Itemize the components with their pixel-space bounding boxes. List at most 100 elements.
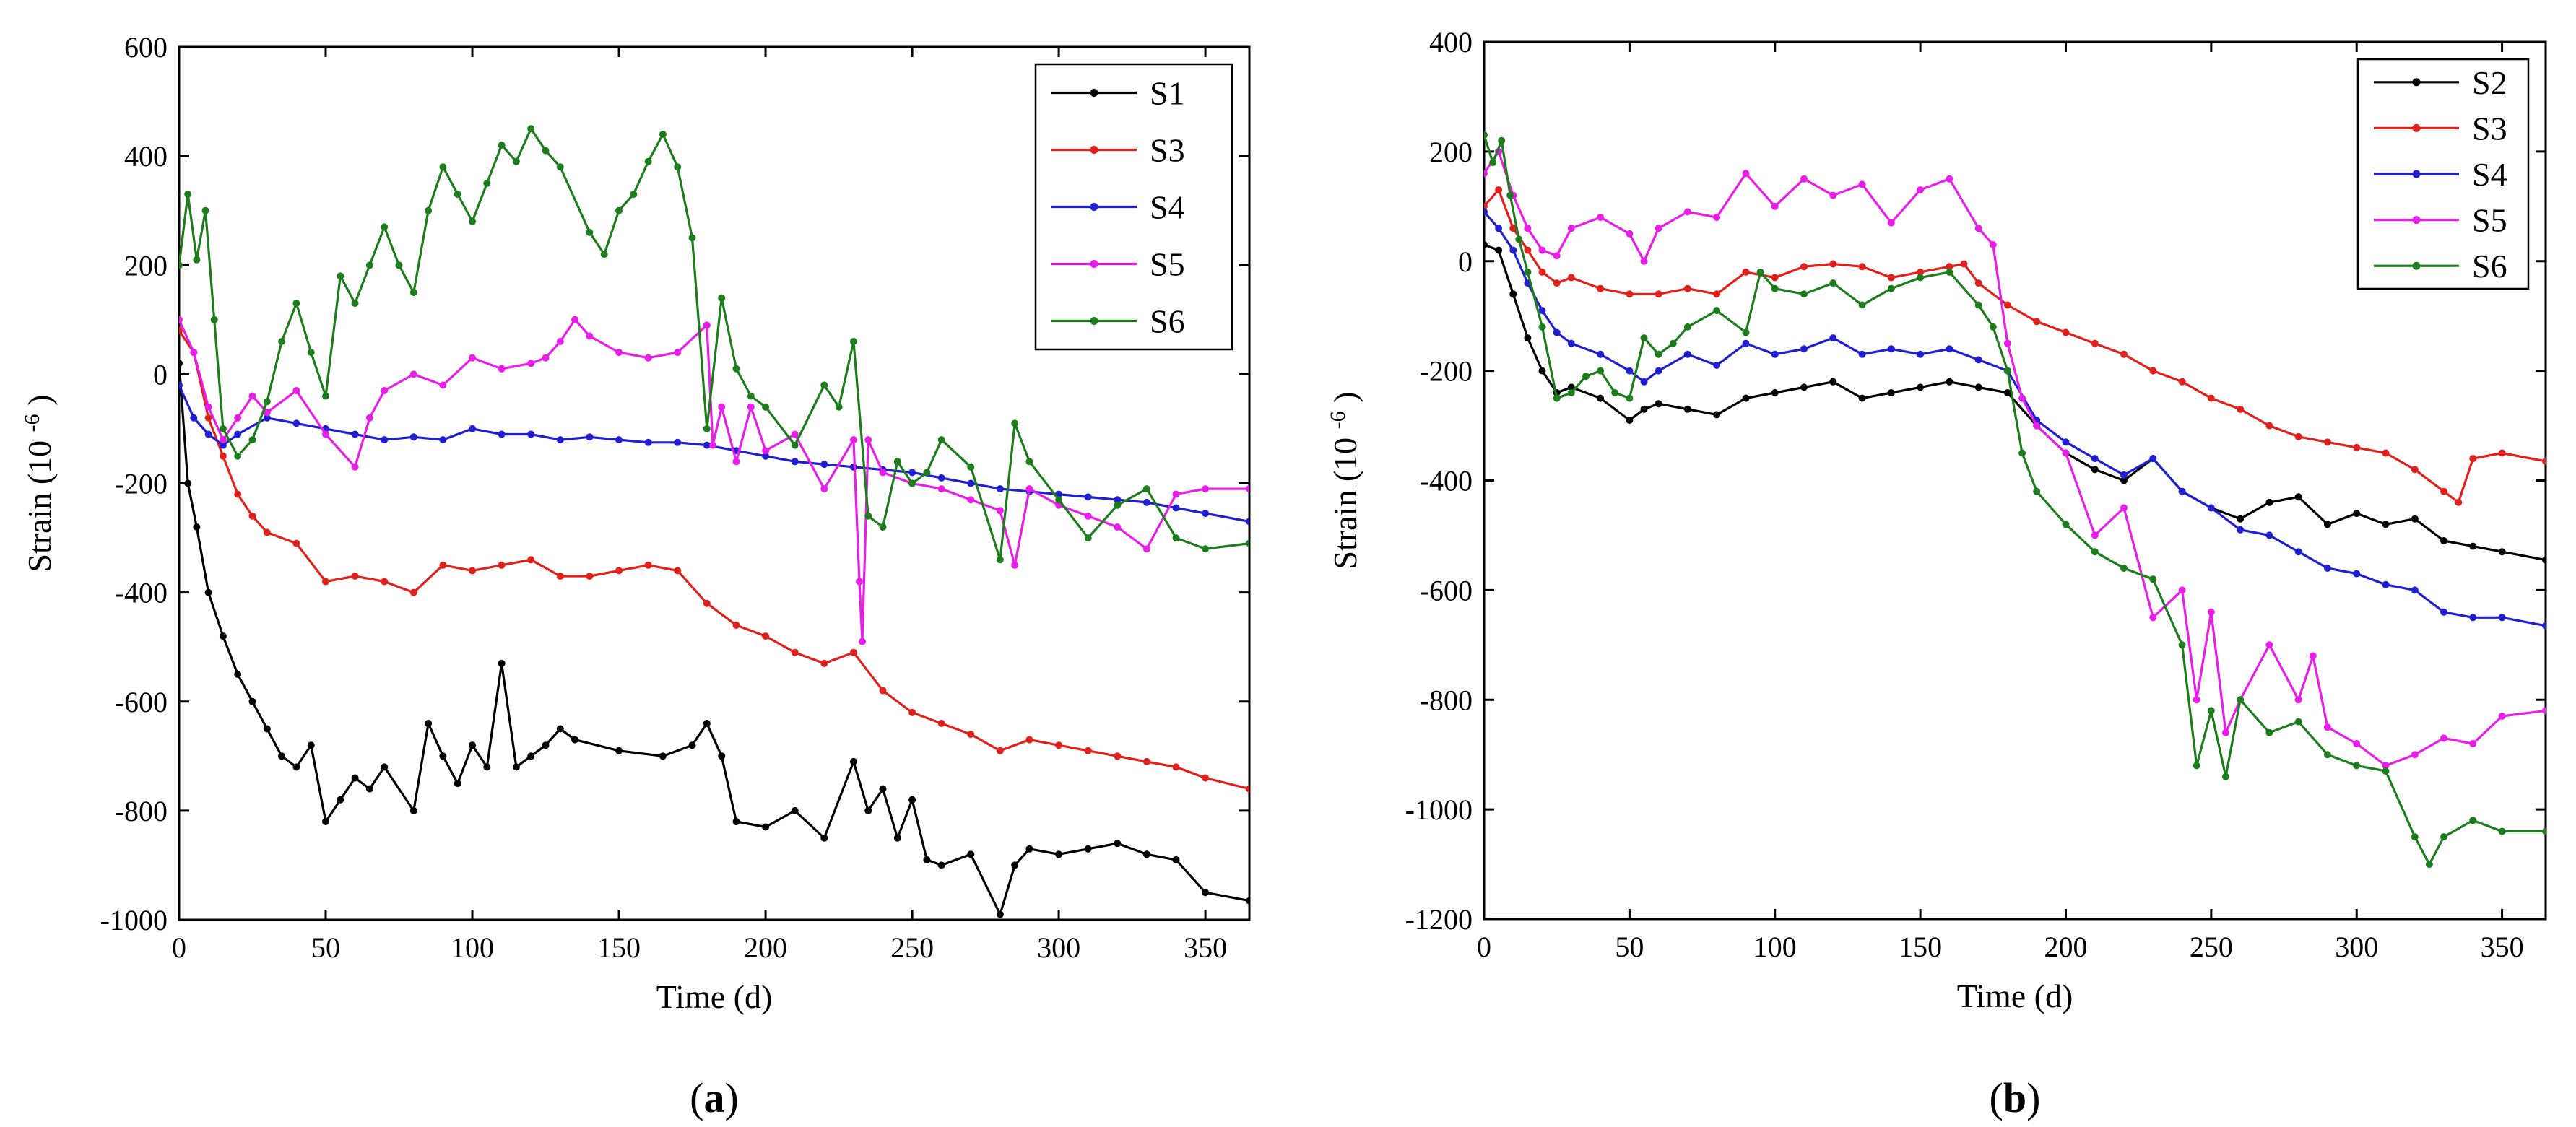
series-s5 <box>179 316 1249 645</box>
data-point-s6 <box>1887 284 1895 292</box>
data-point-s6 <box>2091 548 2099 556</box>
data-point-s3 <box>527 556 535 564</box>
data-point-s5 <box>1887 219 1895 227</box>
data-point-s4 <box>2469 614 2477 622</box>
panel-caption-letter: b <box>2003 1074 2026 1121</box>
y-tick-label: -600 <box>115 686 168 718</box>
data-point-s4 <box>1495 225 1503 232</box>
data-point-s6 <box>2265 728 2273 736</box>
data-point-s3 <box>1055 741 1063 749</box>
data-point-s5 <box>2033 422 2041 430</box>
data-point-s4 <box>1142 498 1150 506</box>
data-point-s5 <box>1917 186 1925 193</box>
legend-marker-s4 <box>1090 203 1098 211</box>
data-point-s5 <box>1538 246 1546 254</box>
data-point-s3 <box>1509 225 1517 232</box>
data-point-s5 <box>674 349 682 357</box>
data-point-s5 <box>1655 225 1662 232</box>
y-tick-label: -800 <box>115 795 168 827</box>
data-point-s3 <box>2440 487 2447 495</box>
data-point-s1 <box>1246 897 1249 905</box>
data-point-s4 <box>2149 455 2157 463</box>
data-point-s4 <box>2120 471 2128 479</box>
data-point-s5 <box>879 469 887 477</box>
data-point-s6 <box>1538 323 1546 331</box>
data-point-s5 <box>1742 170 1750 178</box>
series-group <box>1484 131 2546 869</box>
data-point-s4 <box>292 419 300 427</box>
data-point-s1 <box>234 671 242 678</box>
data-point-s2 <box>1946 378 1953 386</box>
data-point-s3 <box>2207 394 2215 402</box>
data-point-s6 <box>234 452 242 460</box>
data-point-s4 <box>409 433 417 441</box>
data-point-s2 <box>2440 537 2447 544</box>
data-point-s5 <box>1829 191 1837 199</box>
data-point-s5 <box>2469 740 2477 747</box>
data-point-s5 <box>996 507 1004 515</box>
data-point-s6 <box>1506 191 1514 199</box>
data-point-s5 <box>1084 512 1092 520</box>
data-point-s4 <box>644 438 652 446</box>
data-point-s3 <box>2455 498 2463 506</box>
data-point-s3 <box>615 567 623 575</box>
data-point-s5 <box>2178 586 2186 594</box>
data-point-s6 <box>365 261 373 269</box>
data-point-s2 <box>1713 411 1721 419</box>
legend-label-s3: S3 <box>2472 110 2507 147</box>
data-point-s5 <box>762 447 770 455</box>
x-tick-label: 200 <box>744 931 787 964</box>
data-point-s5 <box>1011 561 1019 569</box>
data-point-s5 <box>190 349 198 357</box>
legend: S2 S3 S4 S5 S6 <box>2356 58 2530 290</box>
data-point-s4 <box>908 469 916 477</box>
data-point-s3 <box>2062 328 2070 336</box>
data-point-s1 <box>1011 861 1019 869</box>
data-point-s6 <box>248 436 256 444</box>
y-tick-label: -200 <box>1420 355 1473 388</box>
data-point-s6 <box>820 381 828 389</box>
y-tick-label: -1000 <box>1405 793 1473 826</box>
data-point-s2 <box>1887 389 1895 396</box>
data-point-s3 <box>179 326 183 334</box>
data-point-s4 <box>1567 339 1575 347</box>
data-point-s4 <box>1771 350 1779 358</box>
data-point-s4 <box>1538 307 1546 315</box>
x-tick-label: 300 <box>2335 931 2378 963</box>
data-point-s6 <box>263 398 271 406</box>
data-point-s1 <box>615 747 623 754</box>
y-axis-title: Strain (10 -6 ) <box>1326 391 1363 569</box>
data-point-s1 <box>1114 840 1122 848</box>
data-point-s3 <box>703 599 711 607</box>
data-point-s2 <box>1509 290 1517 298</box>
x-tick-label: 0 <box>1477 931 1491 963</box>
data-point-s3 <box>1597 284 1605 292</box>
data-point-s6 <box>219 425 227 432</box>
legend-label-s6: S6 <box>1150 303 1185 340</box>
data-point-s2 <box>2091 466 2099 474</box>
data-point-s3 <box>791 648 799 656</box>
data-point-s5 <box>248 392 256 400</box>
data-point-s1 <box>996 910 1004 918</box>
data-point-s1 <box>184 479 192 487</box>
data-point-s1 <box>849 757 857 765</box>
data-point-s6 <box>469 217 476 225</box>
data-point-s6 <box>2425 861 2433 869</box>
series-line-s5 <box>1484 150 2546 767</box>
data-point-s6 <box>1974 301 1982 309</box>
x-tick-label: 350 <box>1184 931 1227 964</box>
y-tick-label: -200 <box>115 468 168 500</box>
data-point-s6 <box>2018 449 2026 457</box>
data-point-s2 <box>2353 510 2361 518</box>
data-point-s6 <box>2323 751 2331 759</box>
data-point-s6 <box>2207 707 2215 715</box>
legend: S1 S3 S4 S5 S6 <box>1034 63 1233 351</box>
data-point-s3 <box>1683 284 1691 292</box>
data-point-s6 <box>1989 323 1997 331</box>
panel-caption: (a) <box>690 1074 739 1121</box>
data-point-s6 <box>2498 827 2506 835</box>
data-point-s2 <box>1800 383 1808 391</box>
data-point-s5 <box>864 436 872 444</box>
data-point-s5 <box>469 354 476 362</box>
data-point-s3 <box>381 578 389 586</box>
